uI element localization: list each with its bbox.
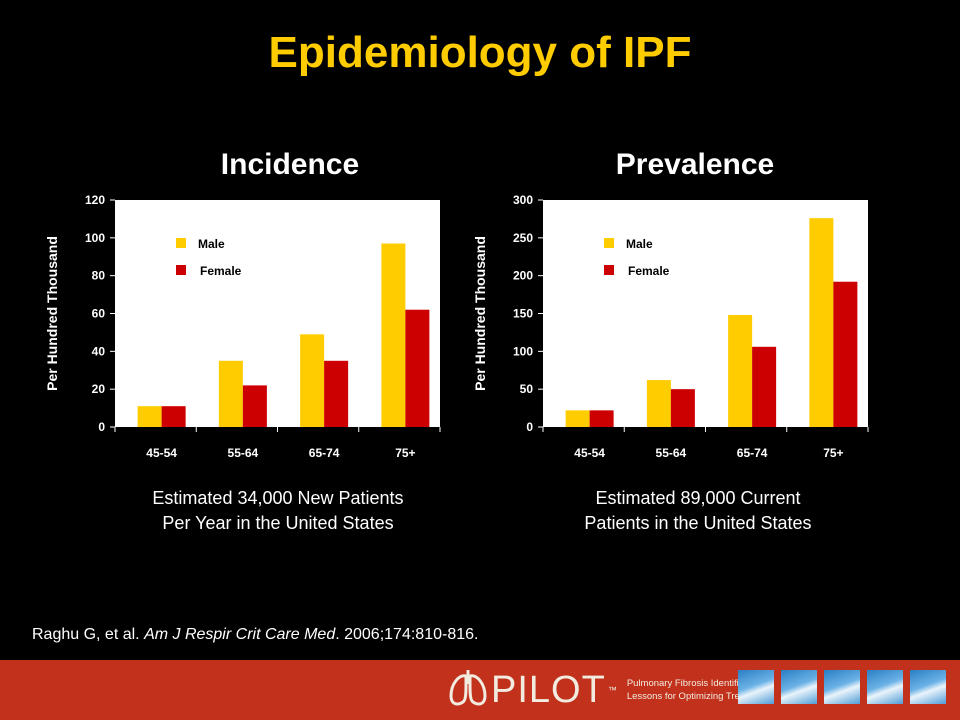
prevalence-legend-label-male: Male (626, 237, 653, 251)
incidence-x-tick-label: 75+ (395, 446, 415, 460)
incidence-legend-swatch-male (176, 238, 186, 248)
incidence-bar-female-45-54 (161, 406, 186, 427)
sky-thumbnail-3 (824, 670, 860, 704)
citation: Raghu G, et al. Am J Respir Crit Care Me… (32, 626, 478, 644)
prevalence-bar-male-65-74 (728, 315, 753, 427)
prevalence-x-tick-label: 75+ (823, 446, 843, 460)
lungs-icon (449, 670, 487, 706)
prevalence-bar-female-45-54 (589, 410, 614, 427)
prevalence-x-tick-label: 55-64 (656, 446, 687, 460)
incidence-legend-swatch-female (176, 265, 186, 275)
prevalence-bar-male-55-64 (646, 380, 671, 427)
trademark: ™ (607, 685, 617, 695)
incidence-bar-female-65-74 (324, 360, 349, 427)
citation-details: . 2006;174:810-816. (335, 626, 479, 643)
incidence-bar-male-65-74 (300, 334, 325, 427)
prevalence-chart: 0 50 100 150 200 250 300 Per Hundred Thousand 45… (472, 193, 869, 460)
incidence-y-tick-label: 0 (98, 420, 105, 434)
incidence-y-tick-label: 20 (92, 382, 106, 396)
incidence-y-tick-label: 60 (92, 307, 106, 321)
citation-journal: Am J Respir Crit Care Med (144, 626, 336, 643)
prevalence-bar-female-55-64 (670, 389, 695, 427)
incidence-bar-female-75+ (405, 309, 430, 427)
prevalence-bar-female-75+ (833, 281, 858, 427)
prevalence-y-tick-label: 150 (513, 307, 533, 321)
incidence-bar-male-45-54 (137, 406, 162, 427)
incidence-y-tick-label: 100 (85, 231, 105, 245)
prevalence-y-tick-label: 300 (513, 193, 533, 207)
incidence-caption: Estimated 34,000 New Patients Per Year i… (88, 486, 468, 536)
incidence-legend-label-male: Male (198, 237, 225, 251)
incidence-caption-line2: Per Year in the United States (162, 513, 394, 533)
slide-title: Epidemiology of IPF (268, 28, 692, 77)
prevalence-caption-line1: Estimated 89,000 Current (595, 488, 801, 508)
incidence-x-tick-label: 65-74 (309, 446, 340, 460)
prevalence-y-tick-label: 50 (520, 382, 534, 396)
incidence-y-tick-label: 120 (85, 193, 105, 207)
incidence-x-tick-label: 55-64 (228, 446, 259, 460)
sky-thumbnail-5 (910, 670, 946, 704)
prevalence-caption-line2: Patients in the United States (584, 513, 812, 533)
incidence-bar-male-55-64 (218, 360, 243, 427)
citation-authors: Raghu G, et al. (32, 626, 145, 643)
sky-thumbnail-2 (781, 670, 817, 704)
prevalence-bar-female-65-74 (752, 346, 777, 427)
prevalence-bar-male-75+ (809, 218, 834, 427)
incidence-bar-male-75+ (381, 243, 406, 427)
pilot-logo: PILOT ™ Pulmonary Fibrosis Identification… (445, 668, 769, 712)
incidence-x-tick-label: 45-54 (146, 446, 177, 460)
incidence-legend-label-female: Female (200, 264, 242, 278)
logo-wordmark: PILOT (491, 668, 606, 711)
prevalence-legend-label-female: Female (628, 264, 670, 278)
prevalence-legend-swatch-female (604, 265, 614, 275)
sky-thumbnail-1 (738, 670, 774, 704)
tagline-line1: Pulmonary Fibrosis Identification: (626, 678, 767, 689)
prevalence-caption: Estimated 89,000 Current Patients in the… (508, 486, 888, 536)
prevalence-y-axis-label: Per Hundred Thousand (472, 236, 488, 391)
prevalence-bar-male-45-54 (565, 410, 590, 427)
incidence-bar-female-55-64 (242, 385, 267, 427)
tagline-line2: Lessons for Optimizing Treatment (626, 691, 769, 702)
incidence-y-axis-label: Per Hundred Thousand (44, 236, 60, 391)
prevalence-y-tick-label: 200 (513, 269, 533, 283)
logo-tagline: Pulmonary Fibrosis Identification: Lesso… (627, 677, 769, 703)
prevalence-y-tick-label: 100 (513, 344, 533, 358)
incidence-y-tick-label: 40 (92, 344, 106, 358)
prevalence-x-tick-label: 45-54 (574, 446, 605, 460)
incidence-y-tick-label: 80 (92, 269, 106, 283)
prevalence-y-tick-label: 0 (526, 420, 533, 434)
incidence-chart-title: Incidence (220, 148, 360, 181)
incidence-caption-line1: Estimated 34,000 New Patients (152, 488, 404, 508)
prevalence-y-tick-label: 250 (513, 231, 533, 245)
sky-thumbnail-4 (867, 670, 903, 704)
prevalence-chart-title: Prevalence (615, 148, 775, 181)
incidence-chart: 0 20 40 60 80 100 120 Per Hundred Thousand 45-54… (44, 193, 441, 460)
prevalence-legend-swatch-male (604, 238, 614, 248)
prevalence-x-tick-label: 65-74 (737, 446, 768, 460)
